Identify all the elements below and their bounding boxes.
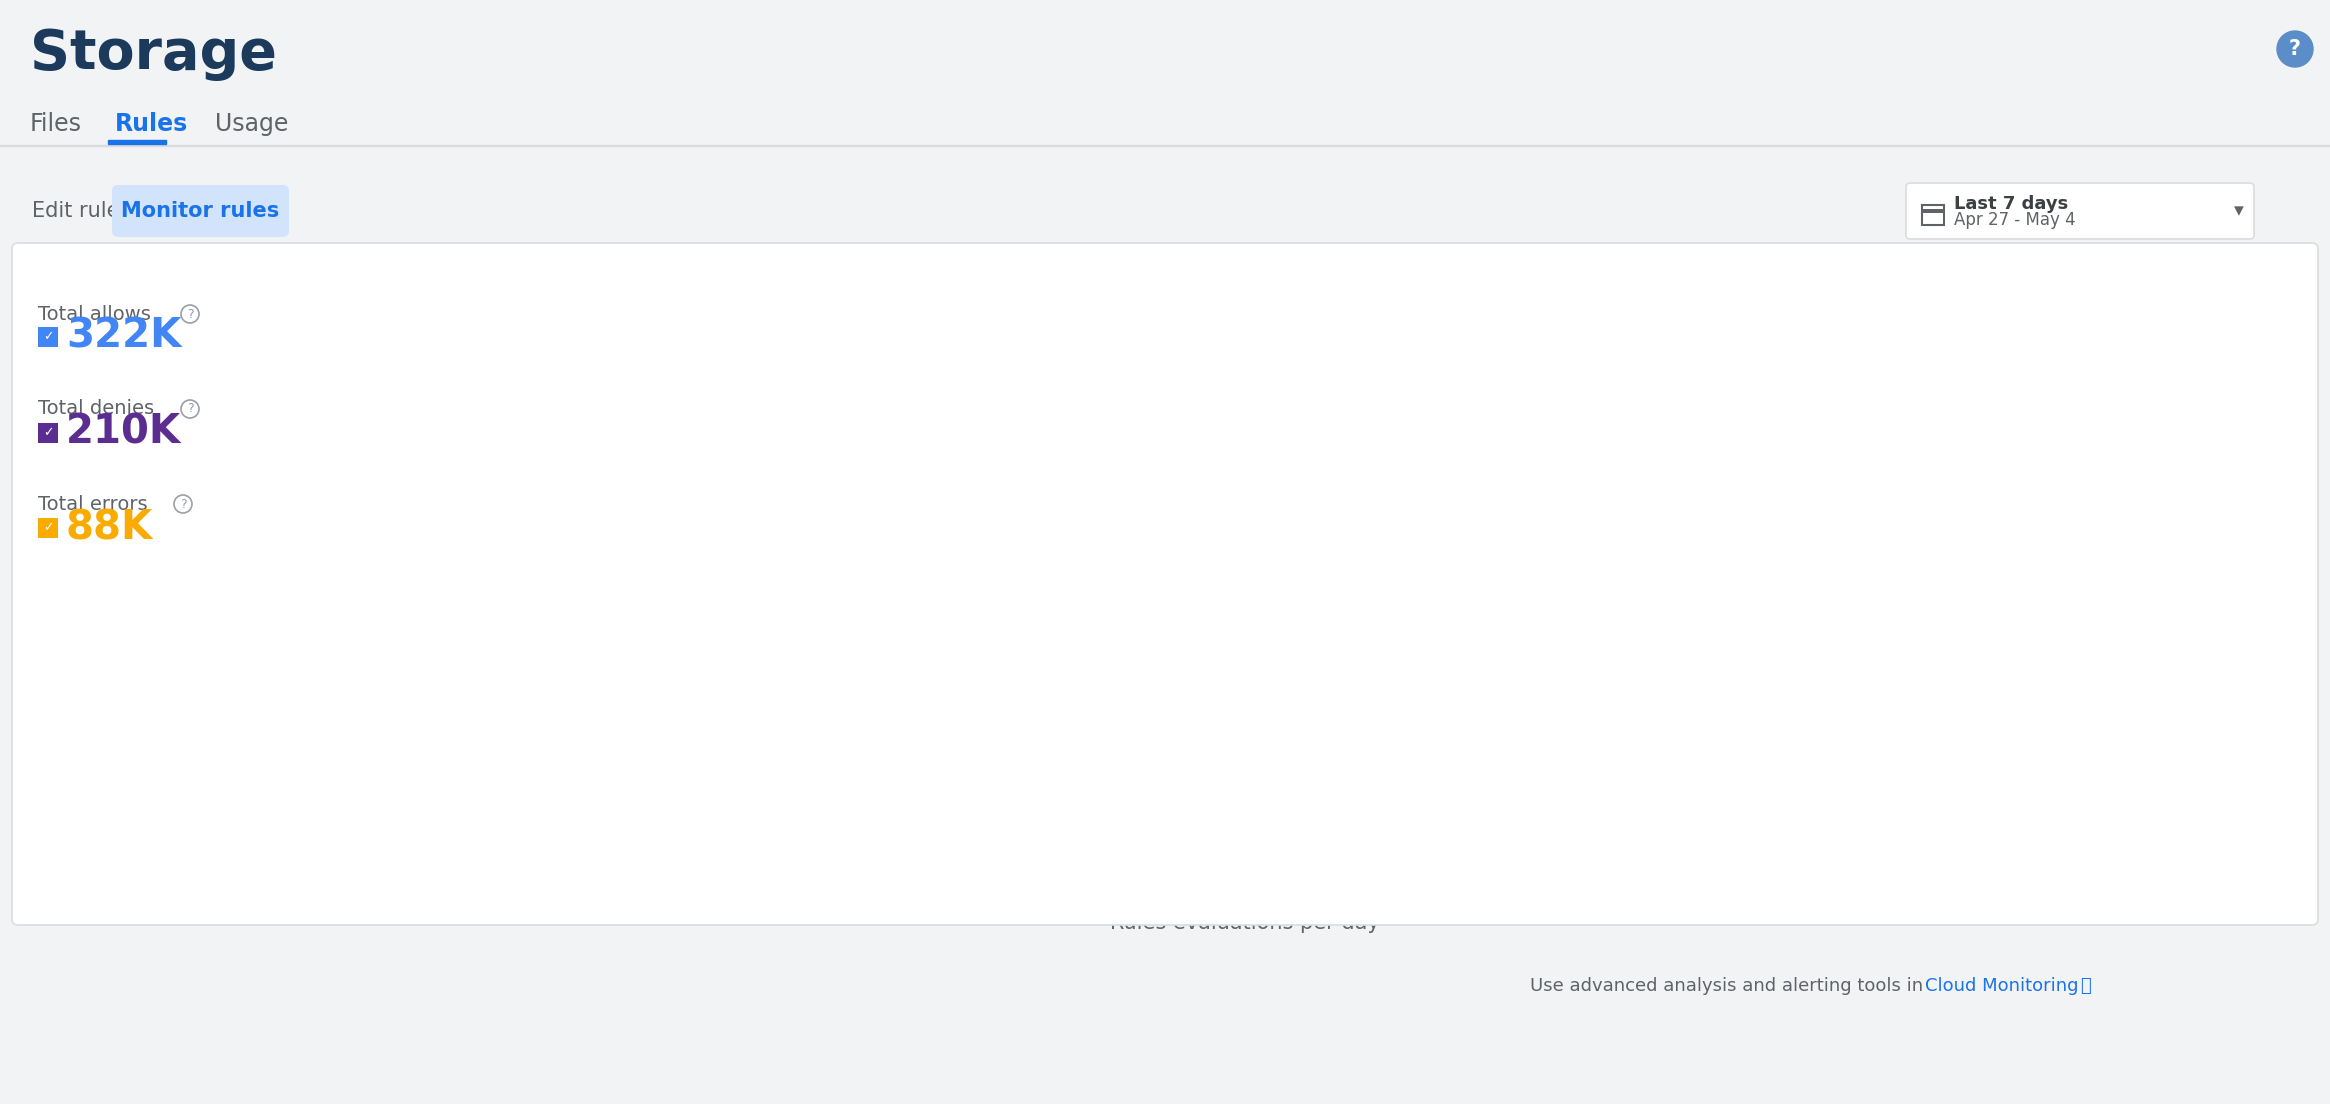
Text: ✓: ✓ [42, 521, 54, 534]
Text: ⧉: ⧉ [2081, 977, 2090, 995]
Text: ▾: ▾ [2234, 202, 2244, 221]
Text: Monitor rules: Monitor rules [121, 201, 280, 221]
Text: Cloud Monitoring: Cloud Monitoring [1925, 977, 2078, 995]
Text: Use advanced analysis and alerting tools in: Use advanced analysis and alerting tools… [1531, 977, 1929, 995]
FancyBboxPatch shape [112, 185, 289, 237]
Text: Total errors: Total errors [37, 495, 147, 513]
Text: Rules: Rules [114, 112, 189, 136]
Text: Last 7 days: Last 7 days [1955, 195, 2069, 213]
FancyBboxPatch shape [12, 243, 2318, 925]
Text: Total allows: Total allows [37, 305, 151, 323]
Text: Apr 27 - May 4: Apr 27 - May 4 [1955, 211, 2076, 229]
Text: 322K: 322K [65, 317, 182, 357]
Bar [107, 140, 165, 144]
Circle shape [2276, 31, 2314, 67]
Text: Storage: Storage [30, 26, 277, 81]
Text: 210K: 210K [65, 413, 182, 453]
Text: Total denies: Total denies [37, 400, 154, 418]
Text: ✓: ✓ [42, 426, 54, 439]
Bar [0, 145, 2330, 146]
Text: ?: ? [2288, 39, 2302, 59]
Text: ?: ? [186, 308, 193, 320]
Text: Edit rules: Edit rules [33, 201, 130, 221]
Bar [37, 423, 58, 443]
X-axis label: Rules evaluations per day: Rules evaluations per day [1109, 913, 1379, 933]
Text: 88K: 88K [65, 508, 154, 548]
Text: ?: ? [186, 403, 193, 415]
Text: ?: ? [179, 498, 186, 510]
Bar [1922, 209, 1943, 213]
Bar [1922, 205, 1943, 225]
Bar [37, 327, 58, 347]
FancyBboxPatch shape [1906, 183, 2253, 238]
Text: ✓: ✓ [42, 330, 54, 343]
Bar [37, 518, 58, 538]
Text: Files: Files [30, 112, 82, 136]
Text: Usage: Usage [214, 112, 289, 136]
